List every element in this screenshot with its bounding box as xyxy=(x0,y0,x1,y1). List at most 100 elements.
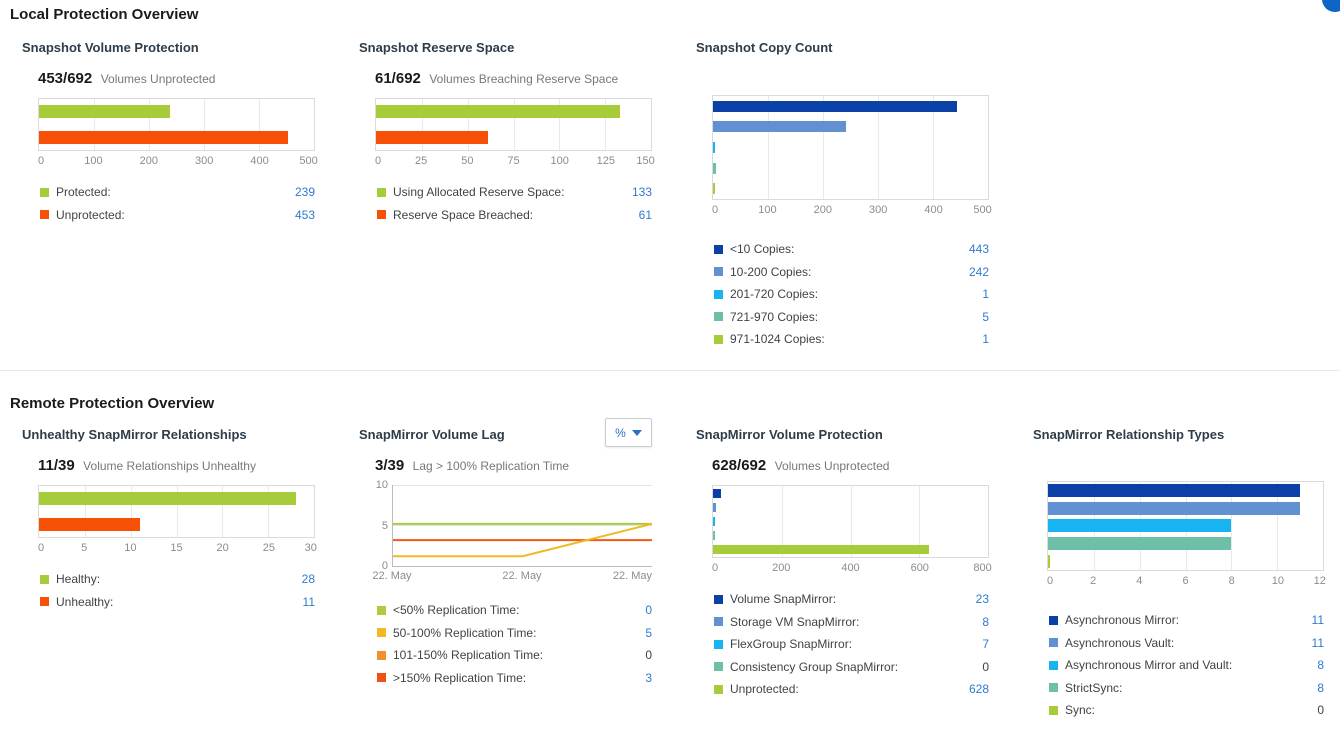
panel-title: SnapMirror Relationship Types xyxy=(1033,427,1225,442)
panel-snapshot-volume-protection: Snapshot Volume Protection 453/692 Volum… xyxy=(22,40,330,226)
legend-value-link[interactable]: 5 xyxy=(982,309,989,324)
legend-value-link[interactable]: 28 xyxy=(301,572,315,587)
legend: <50% Replication Time: 0 50-100% Replica… xyxy=(377,599,652,689)
stat-label: Lag > 100% Replication Time xyxy=(412,459,570,473)
bar-chart-snapmirror-volume-protection: 0 200 400 600 800 xyxy=(712,485,992,576)
legend-item: Unprotected: 453 xyxy=(40,204,315,227)
chart-plot-area[interactable] xyxy=(38,98,315,151)
legend-value-link[interactable]: 0 xyxy=(645,603,652,618)
legend-swatch xyxy=(714,267,723,277)
chart-plot-area[interactable] xyxy=(712,485,989,558)
legend-value-link[interactable]: 8 xyxy=(1317,658,1324,673)
legend-value-link[interactable]: 11 xyxy=(302,594,315,609)
line-chart-snapmirror-volume-lag: 0 5 10 22. May 22. May 22. May xyxy=(372,479,653,584)
legend-value-link[interactable]: 61 xyxy=(638,207,652,222)
legend-value-link[interactable]: 3 xyxy=(645,670,652,685)
panel-title: Snapshot Copy Count xyxy=(696,40,833,55)
legend-swatch xyxy=(714,617,723,627)
legend-item: 10-200 Copies: 242 xyxy=(714,261,989,284)
legend-label: 721-970 Copies: xyxy=(730,309,819,324)
legend-label: Healthy: xyxy=(56,572,101,587)
legend-label: 201-720 Copies: xyxy=(730,287,819,302)
chart-plot-area[interactable] xyxy=(38,485,315,538)
chevron-down-icon xyxy=(631,429,642,436)
panel-snapmirror-volume-lag: SnapMirror Volume Lag % 3/39 Lag > 100% … xyxy=(359,418,667,689)
panel-snapmirror-volume-protection: SnapMirror Volume Protection 628/692 Vol… xyxy=(696,427,1004,701)
legend-label: Reserve Space Breached: xyxy=(393,207,534,222)
legend-value-link[interactable]: 8 xyxy=(982,614,989,629)
legend-value-link[interactable]: 7 xyxy=(982,637,989,652)
legend-item: Volume SnapMirror: 23 xyxy=(714,588,989,611)
legend-value-link[interactable]: 23 xyxy=(975,592,989,607)
legend-value-link[interactable]: 11 xyxy=(1311,635,1324,650)
legend-label: Using Allocated Reserve Space: xyxy=(393,185,565,200)
legend-item: Consistency Group SnapMirror: 0 xyxy=(714,656,989,679)
chart-plot-area[interactable] xyxy=(712,95,989,200)
legend-value-link[interactable]: 1 xyxy=(982,332,989,347)
legend-swatch xyxy=(1049,683,1058,693)
chart-plot-area[interactable] xyxy=(375,98,652,151)
legend-swatch xyxy=(1049,705,1058,715)
bar-chart-snapshot-copy-count: 0 100 200 300 400 500 xyxy=(712,95,992,218)
legend-item: Storage VM SnapMirror: 8 xyxy=(714,611,989,634)
legend: <10 Copies: 443 10-200 Copies: 242 201-7… xyxy=(714,238,989,351)
legend-item: 971-1024 Copies: 1 xyxy=(714,328,989,351)
legend-label: 101-150% Replication Time: xyxy=(393,648,544,663)
bar-chart-snapshot-reserve-space: 0 25 50 75 100 125 150 xyxy=(375,98,655,169)
legend-value-link[interactable]: 443 xyxy=(968,242,989,257)
legend-label: 971-1024 Copies: xyxy=(730,332,825,347)
legend-value-link[interactable]: 239 xyxy=(294,185,315,200)
legend-value: 0 xyxy=(1317,703,1324,718)
legend-label: Sync: xyxy=(1065,703,1096,718)
legend-swatch xyxy=(377,650,386,660)
stat: 11/39 Volume Relationships Unhealthy xyxy=(38,457,330,475)
legend-value-link[interactable]: 8 xyxy=(1317,680,1324,695)
legend-value-link[interactable]: 133 xyxy=(631,185,652,200)
legend-item: 201-720 Copies: 1 xyxy=(714,283,989,306)
legend-value-link[interactable]: 453 xyxy=(294,207,315,222)
legend-swatch xyxy=(714,639,723,649)
legend-swatch xyxy=(714,289,723,299)
remote-protection-overview-heading: Remote Protection Overview xyxy=(10,395,215,412)
legend-item: Sync: 0 xyxy=(1049,699,1324,722)
panel-title: Snapshot Volume Protection xyxy=(22,40,199,55)
legend-swatch xyxy=(40,210,49,220)
legend-label: Asynchronous Mirror: xyxy=(1065,613,1180,628)
legend: Healthy: 28 Unhealthy: 11 xyxy=(40,568,315,613)
x-axis-ticks: 0 5 10 15 20 25 30 xyxy=(38,542,317,554)
legend-swatch xyxy=(1049,660,1058,670)
legend-value-link[interactable]: 5 xyxy=(645,625,652,640)
panel-snapshot-copy-count: Snapshot Copy Count 0 100 200 300 400 500 <10… xyxy=(696,40,1004,351)
legend-label: Storage VM SnapMirror: xyxy=(730,614,860,629)
legend-swatch xyxy=(714,334,723,344)
stat-value: 453/692 xyxy=(38,70,93,87)
legend-swatch xyxy=(40,187,49,197)
legend-value-link[interactable]: 11 xyxy=(1311,613,1324,628)
legend-swatch xyxy=(40,574,49,584)
legend-swatch xyxy=(714,312,723,322)
legend-label: Asynchronous Vault: xyxy=(1065,635,1175,650)
legend-swatch xyxy=(1049,615,1058,625)
bar-chart-unhealthy-snapmirror: 0 5 10 15 20 25 30 xyxy=(38,485,317,556)
legend-value-link[interactable]: 628 xyxy=(968,682,989,697)
legend: Asynchronous Mirror: 11 Asynchronous Vau… xyxy=(1049,609,1324,722)
legend-label: 10-200 Copies: xyxy=(730,264,812,279)
legend-value-link[interactable]: 1 xyxy=(982,287,989,302)
panel-title: Snapshot Reserve Space xyxy=(359,40,515,55)
legend-item: 721-970 Copies: 5 xyxy=(714,306,989,329)
lag-unit-dropdown[interactable]: % xyxy=(605,418,652,447)
search-icon[interactable] xyxy=(1322,0,1340,12)
legend-label: StrictSync: xyxy=(1065,680,1123,695)
chart-plot-area[interactable]: 0 5 10 xyxy=(376,479,653,572)
stat-label: Volumes Unprotected xyxy=(774,459,890,473)
x-axis-ticks: 0 100 200 300 400 500 xyxy=(712,204,992,216)
legend-swatch xyxy=(377,673,386,683)
legend-item: Unhealthy: 11 xyxy=(40,591,315,614)
chart-plot-area[interactable] xyxy=(1047,481,1324,571)
legend-value: 0 xyxy=(645,648,652,663)
legend: Using Allocated Reserve Space: 133 Reser… xyxy=(377,181,652,226)
bar-chart-snapmirror-relationship-types: 0 2 4 6 8 10 12 xyxy=(1047,481,1326,589)
legend-value-link[interactable]: 242 xyxy=(968,264,989,279)
panel-snapmirror-relationship-types: SnapMirror Relationship Types 0 2 4 6 8 10 12 … xyxy=(1033,427,1333,722)
legend-item: Protected: 239 xyxy=(40,181,315,204)
